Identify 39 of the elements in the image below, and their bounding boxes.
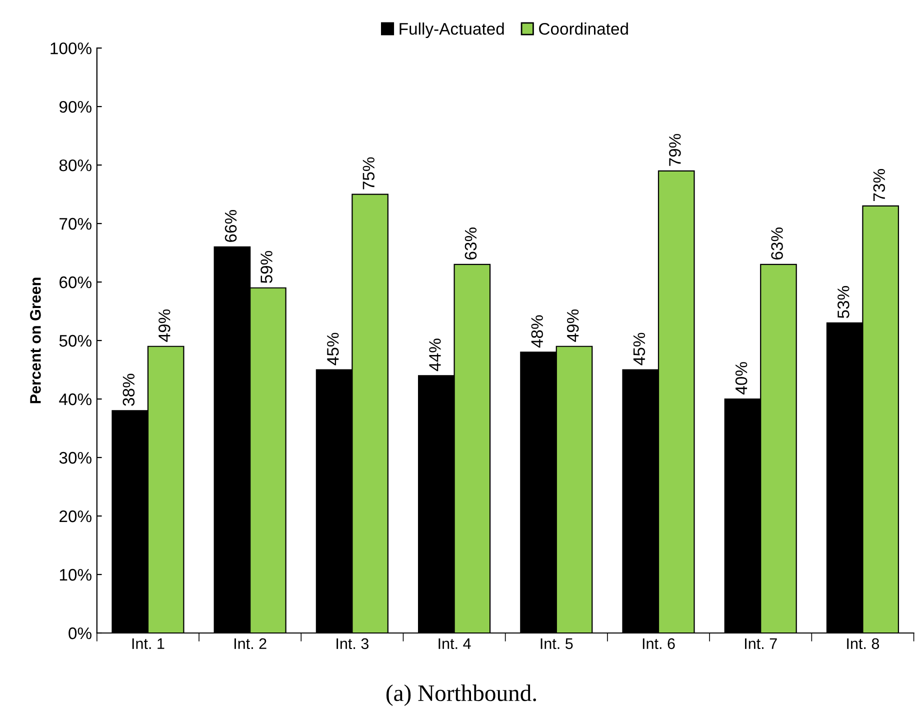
data-label: 49% — [158, 309, 170, 342]
y-tick-label: 60% — [60, 276, 92, 288]
data-label: 45% — [327, 332, 339, 366]
data-label: 75% — [362, 157, 375, 190]
y-tick-label: 50% — [59, 334, 92, 347]
x-tick-label: Int. 6 — [642, 638, 675, 650]
x-tick-label: Int. 4 — [438, 638, 471, 650]
x-tick-label: Int. 1 — [132, 638, 164, 650]
data-label: 79% — [669, 134, 681, 166]
data-label: 73% — [873, 169, 886, 201]
y-tick-label: 40% — [59, 393, 92, 406]
data-label: 44% — [429, 338, 441, 372]
y-tick-label: 10% — [60, 568, 92, 581]
data-label: 63% — [771, 228, 783, 260]
data-label: 49% — [566, 309, 579, 342]
y-tick-label: 30% — [59, 452, 92, 464]
data-label: 48% — [531, 315, 543, 348]
text: (a) Northbound. — [386, 684, 536, 706]
y-tick-label: 80% — [59, 159, 92, 172]
y-axis-title: Percent on Green — [30, 278, 41, 404]
y-tick-label: 20% — [60, 510, 92, 522]
data-label: 63% — [464, 228, 477, 260]
legend-label: Coordinated — [539, 22, 628, 35]
x-tick-label: Int. 5 — [540, 638, 573, 650]
legend-label: Fully-Actuated — [400, 22, 504, 38]
y-tick-label: 100% — [50, 42, 92, 54]
data-label: 40% — [735, 362, 748, 394]
data-label: 53% — [838, 286, 850, 318]
y-tick-label: 0% — [68, 627, 92, 640]
x-tick-label: Int. 8 — [847, 638, 880, 650]
data-label: 45% — [633, 332, 646, 366]
x-tick-label: Int. 7 — [745, 638, 777, 650]
data-label: 59% — [260, 250, 272, 284]
y-tick-label: 90% — [59, 100, 92, 113]
x-tick-label: Int. 2 — [234, 638, 266, 650]
x-tick-label: Int. 3 — [336, 638, 368, 650]
data-label: 38% — [122, 374, 135, 406]
y-tick-label: 70% — [60, 218, 92, 230]
data-label: 66% — [224, 210, 237, 242]
